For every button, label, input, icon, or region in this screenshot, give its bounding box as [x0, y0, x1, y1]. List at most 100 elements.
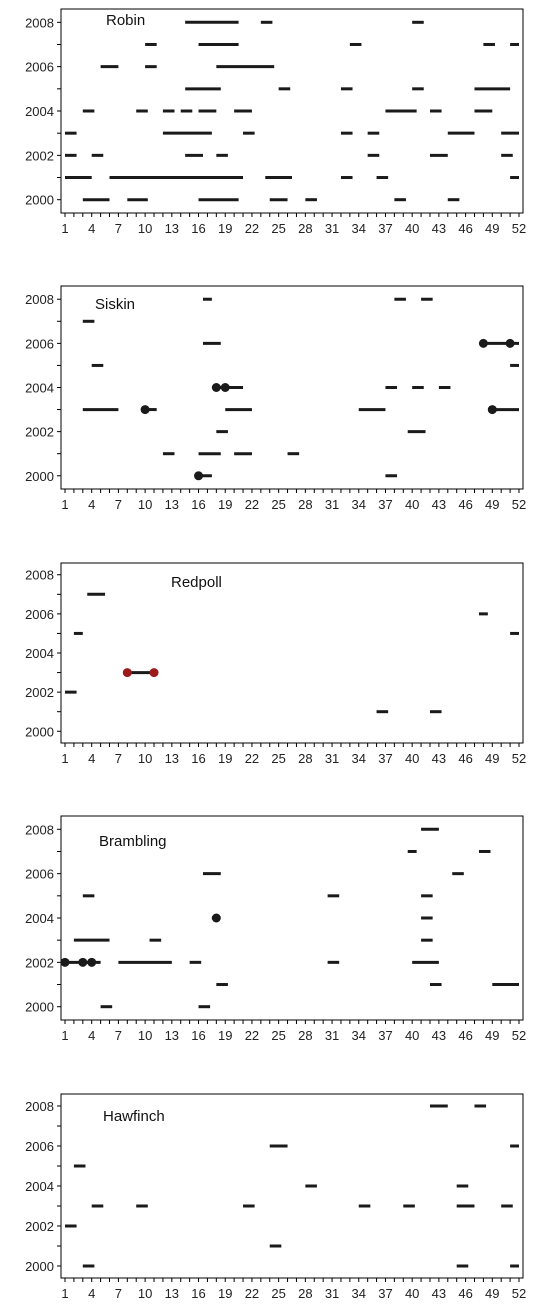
x-tick-label: 7 [115, 1286, 122, 1301]
chart-panels: 1 4 7 10 13 16 19 22 25 28 31 34 37 40 43 46 49 52 2000 200… [25, 8, 526, 1301]
x-tick-label: 43 [432, 1028, 446, 1043]
y-tick-label: 2006 [25, 60, 54, 75]
chart-title: Redpoll [171, 574, 222, 591]
y-tick-label: 2008 [25, 822, 54, 837]
x-tick-label: 43 [432, 751, 446, 766]
x-tick-label: 25 [271, 221, 285, 236]
x-tick-label: 46 [458, 751, 472, 766]
x-tick-label: 28 [298, 1028, 312, 1043]
plot-frame [60, 8, 524, 214]
x-tick-label: 52 [512, 1028, 526, 1043]
x-tick-label: 1 [61, 751, 68, 766]
x-tick-label: 19 [218, 751, 232, 766]
x-tick-label: 40 [405, 1286, 419, 1301]
plot-frame [60, 562, 524, 744]
y-tick-label: 2006 [25, 336, 54, 351]
x-tick-label: 22 [245, 1286, 259, 1301]
x-tick-label: 22 [245, 221, 259, 236]
x-tick-label: 7 [115, 1028, 122, 1043]
y-tick-label: 2002 [25, 955, 54, 970]
x-tick-label: 13 [165, 221, 179, 236]
x-tick-label: 4 [88, 1028, 95, 1043]
x-tick-label: 16 [191, 221, 205, 236]
y-tick-label: 2004 [25, 104, 54, 119]
x-tick-label: 46 [458, 1286, 472, 1301]
x-tick-label: 1 [61, 497, 68, 512]
x-tick-label: 22 [245, 1028, 259, 1043]
y-tick-label: 2008 [25, 568, 54, 583]
x-tick-label: 52 [512, 751, 526, 766]
x-tick-label: 34 [352, 221, 366, 236]
chart-title: Robin [106, 12, 145, 29]
highlight-point [149, 668, 159, 678]
observation-point [211, 913, 221, 923]
highlight-point [122, 668, 132, 678]
x-tick-label: 4 [88, 221, 95, 236]
plot-frame [60, 285, 524, 490]
x-tick-label: 52 [512, 1286, 526, 1301]
x-tick-label: 34 [352, 751, 366, 766]
brambling-panel: 1 4 7 10 13 16 19 22 25 28 31 34 37 40 43 46 49 52 2000 200… [25, 815, 526, 1043]
x-tick-label: 22 [245, 497, 259, 512]
x-tick-label: 16 [191, 1028, 205, 1043]
x-tick-label: 10 [138, 221, 152, 236]
x-tick-label: 25 [271, 1286, 285, 1301]
x-tick-label: 52 [512, 221, 526, 236]
x-tick-label: 16 [191, 497, 205, 512]
x-tick-label: 37 [378, 1028, 392, 1043]
x-tick-label: 34 [352, 1286, 366, 1301]
x-tick-label: 46 [458, 497, 472, 512]
x-tick-label: 19 [218, 1028, 232, 1043]
x-tick-label: 49 [485, 1286, 499, 1301]
y-tick-label: 2004 [25, 381, 54, 396]
x-tick-label: 13 [165, 751, 179, 766]
y-tick-label: 2006 [25, 1139, 54, 1154]
x-tick-label: 25 [271, 1028, 285, 1043]
x-tick-label: 16 [191, 751, 205, 766]
x-tick-label: 28 [298, 221, 312, 236]
x-tick-label: 7 [115, 497, 122, 512]
y-tick-label: 2006 [25, 607, 54, 622]
x-tick-label: 34 [352, 497, 366, 512]
observation-point [220, 383, 230, 392]
x-tick-label: 13 [165, 1286, 179, 1301]
x-tick-label: 19 [218, 497, 232, 512]
y-tick-label: 2002 [25, 425, 54, 440]
x-tick-label: 40 [405, 221, 419, 236]
y-tick-label: 2008 [25, 15, 54, 30]
x-tick-label: 7 [115, 221, 122, 236]
y-tick-label: 2008 [25, 292, 54, 307]
x-tick-label: 13 [165, 1028, 179, 1043]
x-tick-label: 7 [115, 751, 122, 766]
x-tick-label: 28 [298, 497, 312, 512]
x-tick-label: 37 [378, 497, 392, 512]
hawfinch-panel: 1 4 7 10 13 16 19 22 25 28 31 34 37 40 43 46 49 52 2000 200… [25, 1093, 526, 1301]
x-tick-label: 25 [271, 751, 285, 766]
x-tick-label: 31 [325, 221, 339, 236]
x-tick-label: 10 [138, 751, 152, 766]
x-tick-label: 22 [245, 751, 259, 766]
y-tick-label: 2000 [25, 1259, 54, 1274]
x-tick-label: 31 [325, 1286, 339, 1301]
chart-title: Siskin [95, 296, 135, 313]
x-tick-label: 37 [378, 1286, 392, 1301]
x-tick-label: 49 [485, 1028, 499, 1043]
x-tick-label: 40 [405, 497, 419, 512]
observation-point [194, 471, 204, 481]
y-tick-label: 2008 [25, 1099, 54, 1114]
x-tick-label: 1 [61, 1286, 68, 1301]
x-tick-label: 10 [138, 497, 152, 512]
observation-point [478, 338, 488, 348]
x-tick-label: 1 [61, 1028, 68, 1043]
x-tick-label: 37 [378, 221, 392, 236]
siskin-panel: 1 4 7 10 13 16 19 22 25 28 31 34 37 40 43 46 49 52 2000 200… [25, 285, 526, 512]
y-tick-label: 2004 [25, 1179, 54, 1194]
y-tick-label: 2004 [25, 911, 54, 926]
observation-point [78, 957, 88, 967]
x-tick-label: 19 [218, 221, 232, 236]
y-tick-label: 2002 [25, 1219, 54, 1234]
x-tick-label: 28 [298, 751, 312, 766]
x-tick-label: 4 [88, 1286, 95, 1301]
y-tick-label: 2000 [25, 1000, 54, 1015]
